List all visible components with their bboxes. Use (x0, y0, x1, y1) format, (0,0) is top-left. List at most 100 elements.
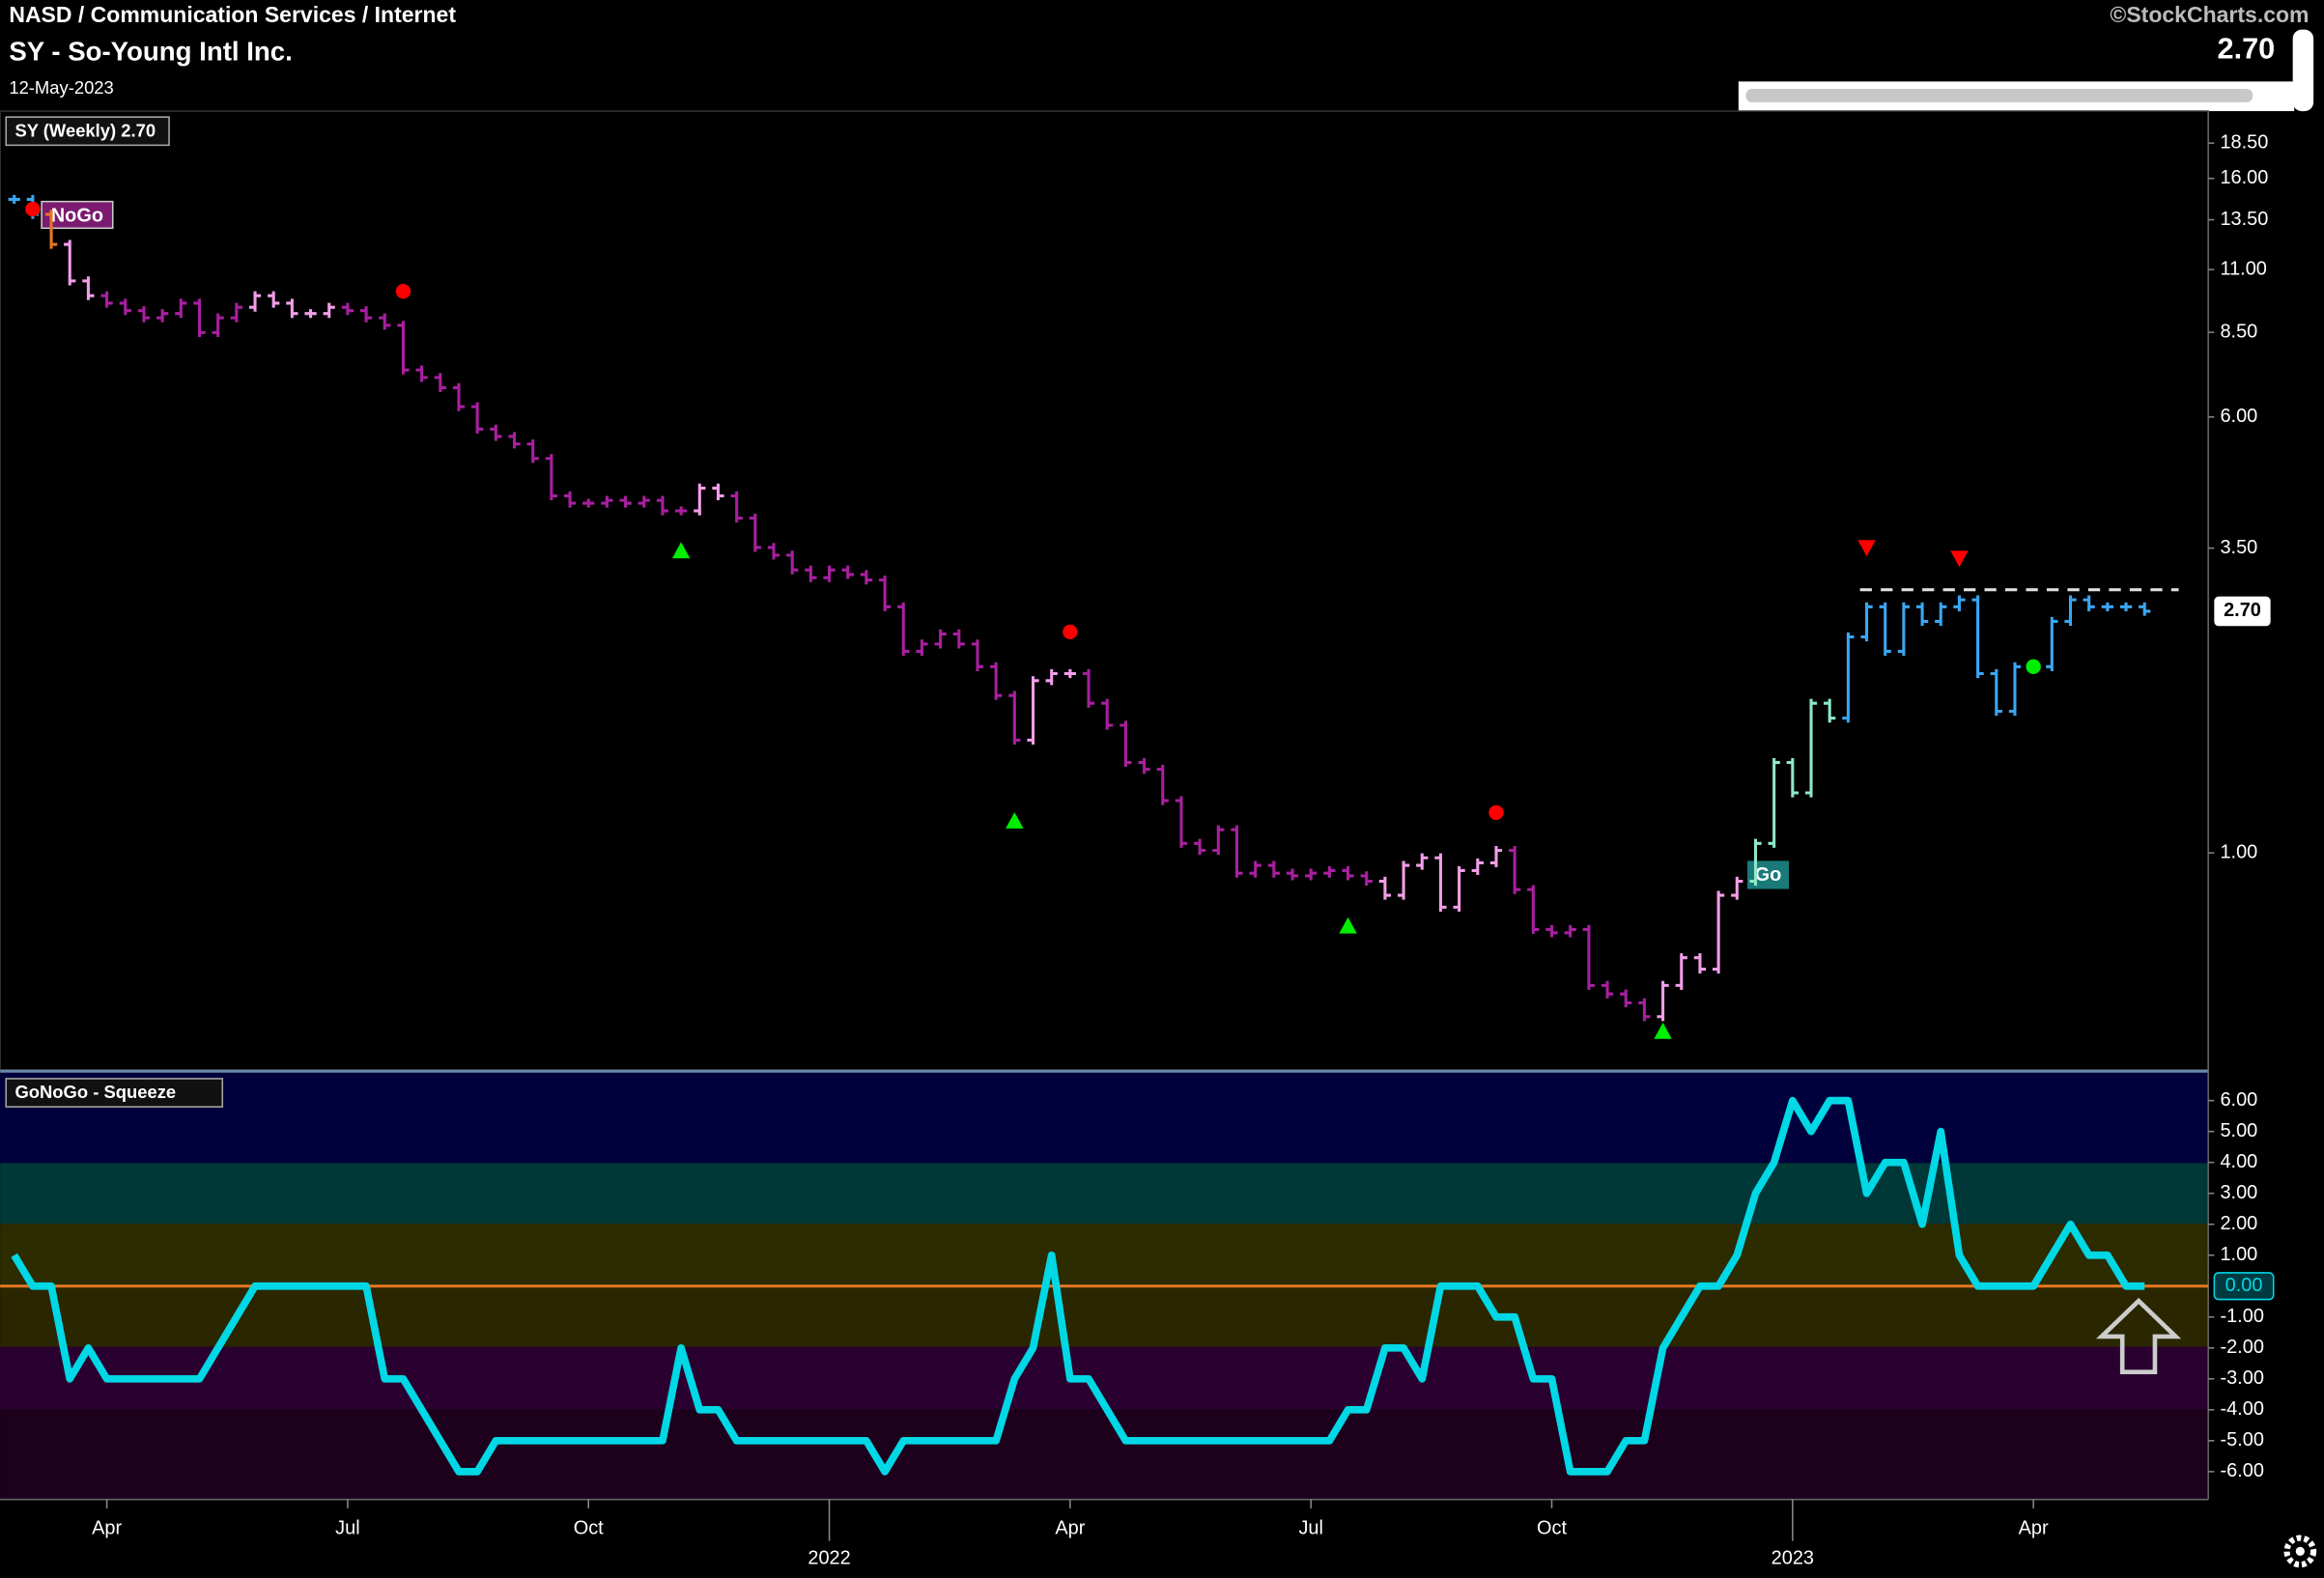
price-bar (1749, 838, 1762, 887)
price-bar (1175, 796, 1188, 848)
price-bar (1045, 668, 1058, 686)
price-bar (1082, 668, 1095, 708)
signal-dot (2026, 659, 2041, 675)
y-tick-label: 3.50 (2220, 537, 2257, 558)
squeeze-line (11, 1096, 2145, 1476)
price-bar (971, 639, 984, 671)
price-bar (341, 302, 354, 316)
settings-icon-center[interactable] (2295, 1546, 2305, 1556)
y-tick-label: 11.00 (2220, 258, 2266, 279)
band (0, 1409, 2209, 1500)
price-bar (1712, 890, 1725, 974)
y-tick-label: -1.00 (2220, 1306, 2263, 1327)
x-tick-label: 2022 (808, 1547, 850, 1568)
squeeze-bands (0, 1072, 2209, 1500)
y-tick-label: -4.00 (2220, 1398, 2263, 1420)
price-legend: SY (Weekly) 2.70 (14, 120, 156, 140)
price-bar (1638, 998, 1651, 1022)
annotation: Go (1755, 864, 1782, 886)
price-bar (1657, 980, 1669, 1022)
x-tick-label: Jul (1298, 1518, 1322, 1539)
price-bar (1582, 924, 1596, 990)
y-tick-label: -2.00 (2220, 1337, 2263, 1358)
date: 12-May-2023 (9, 77, 113, 98)
price-bar (1786, 757, 1799, 798)
signal-up (1654, 1022, 1672, 1039)
y-tick-label: 2.00 (2220, 1213, 2257, 1234)
price-bar (878, 576, 892, 611)
price-bar (916, 639, 928, 657)
y-tick-label: 18.50 (2220, 131, 2268, 153)
price-bar (952, 629, 965, 649)
header-last-price: 2.70 (2218, 31, 2276, 65)
signal-dot (1063, 624, 1078, 640)
y-tick-label: 3.00 (2220, 1182, 2257, 1203)
x-tick-label: Apr (92, 1518, 122, 1539)
x-tick-label: Oct (574, 1518, 604, 1539)
band (0, 1224, 2209, 1286)
price-bar (2083, 595, 2095, 611)
price-bar (2046, 616, 2058, 671)
price-bar (212, 313, 224, 337)
price-bar (175, 298, 187, 319)
price-bar (2101, 602, 2114, 611)
price-bar (508, 432, 521, 449)
price-bar (1138, 757, 1150, 775)
watermark: ©StockCharts.com (2110, 2, 2309, 27)
price-bar (563, 491, 577, 508)
y-tick-label: 5.00 (2220, 1120, 2257, 1141)
price-bar (1971, 595, 1984, 679)
price-bar (304, 309, 317, 319)
price-bar (1434, 853, 1447, 912)
price-bar (359, 306, 373, 323)
y-tick-label: -5.00 (2220, 1429, 2263, 1451)
price-bar (1471, 858, 1484, 876)
signal-up (671, 542, 691, 559)
price-bar (1360, 871, 1373, 887)
price-bar (1990, 668, 2002, 717)
price-bar (1156, 765, 1169, 805)
y-tick-label: 6.00 (2220, 1089, 2257, 1111)
price-bar (2008, 662, 2022, 717)
price-bar (1915, 602, 1929, 627)
price-bar (268, 291, 280, 308)
scroll-thumb[interactable] (1745, 89, 2253, 102)
signal-up (1339, 916, 1357, 934)
y-tick-label: 16.00 (2220, 167, 2268, 188)
y-tick-label: 6.00 (2220, 406, 2257, 427)
price-bar (1286, 868, 1299, 881)
price-bar (897, 602, 910, 657)
signal-up (1006, 811, 1024, 829)
price-bar (656, 495, 669, 516)
price-bar (934, 629, 947, 649)
price-bar (415, 365, 428, 382)
last-value-label: 0.00 (2225, 1275, 2263, 1296)
settings-icon[interactable] (2283, 1535, 2317, 1568)
signal-down (1950, 550, 1969, 568)
price-bar (786, 550, 799, 575)
scroll-vertical[interactable] (2292, 29, 2314, 112)
price-bar (823, 565, 836, 582)
price-bar (1267, 860, 1280, 878)
price-bar (286, 298, 298, 319)
price-bar (1842, 632, 1855, 723)
price-bar (323, 302, 335, 319)
price-bar (1342, 865, 1354, 881)
price-bar (582, 498, 595, 508)
price-bar (1545, 924, 1558, 938)
squeeze-legend-box (5, 1078, 224, 1108)
squeeze-legend: GoNoGo - Squeeze (14, 1082, 176, 1102)
signal-dot (1488, 804, 1504, 821)
signal-dot (25, 201, 41, 217)
price-bar (601, 495, 613, 508)
last-value-box (2213, 1272, 2275, 1301)
price-bar (860, 570, 873, 585)
price-bar (1953, 595, 1966, 611)
price-bar (82, 276, 95, 300)
price-bar (990, 662, 1003, 700)
price-bar (64, 240, 76, 286)
price-bar (156, 309, 169, 323)
price-bar (1193, 838, 1206, 856)
price-bar (1804, 698, 1818, 798)
